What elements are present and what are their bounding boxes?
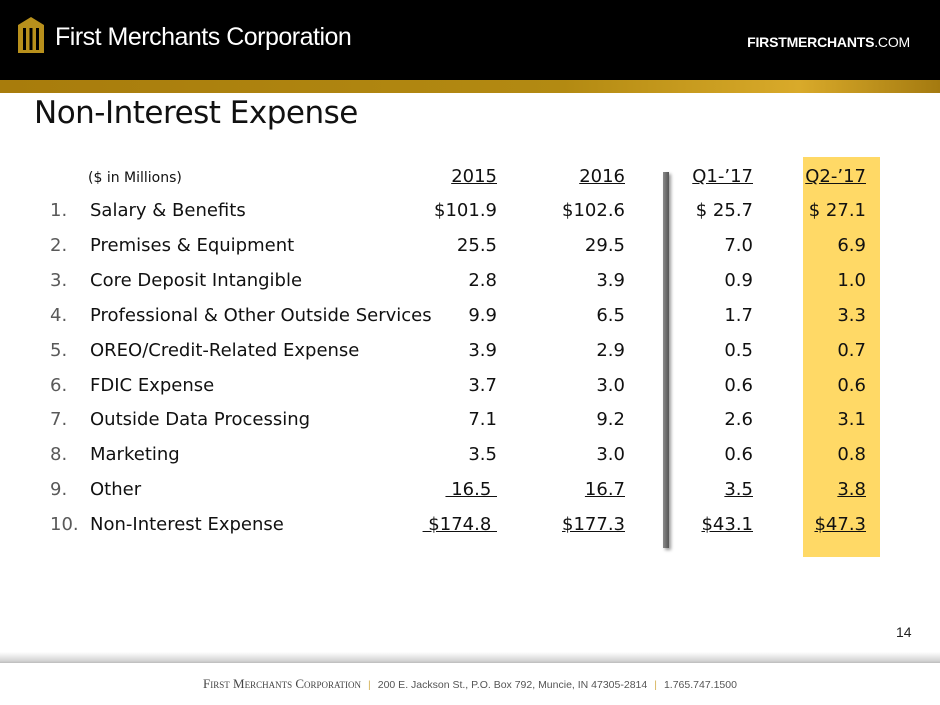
table-row: 10. Non-Interest Expense $174.8 $177.3 $43… xyxy=(0,514,940,544)
cell-value: $101.9 xyxy=(434,200,497,221)
table-row: 9. Other 16.5 16.7 3.5 3.8 xyxy=(0,479,940,509)
row-number: 9. xyxy=(50,479,68,501)
cell-value: $ 27.1 xyxy=(808,200,866,221)
cell-value: 3.8 xyxy=(837,479,866,501)
cell-value: 3.0 xyxy=(596,374,625,396)
footer: First Merchants Corporation | 200 E. Jacks… xyxy=(0,676,940,692)
cell-value: 7.0 xyxy=(724,234,753,256)
column-header: 2015 xyxy=(451,166,497,187)
footer-divider xyxy=(0,652,940,663)
logo-building-icon xyxy=(18,17,44,53)
cell-value: 2.6 xyxy=(724,409,753,431)
cell-value: 2.9 xyxy=(596,339,625,361)
column-header: 2016 xyxy=(579,166,625,187)
cell-value: 3.1 xyxy=(837,409,866,431)
table-row: 1. Salary & Benefits $101.9 $102.6 $ 25.7 $ 2… xyxy=(0,200,940,230)
row-number: 2. xyxy=(50,234,68,256)
cell-value: $ 25.7 xyxy=(695,200,753,221)
cell-value: 29.5 xyxy=(584,234,625,256)
q2-highlight-column xyxy=(803,157,880,557)
row-number: 3. xyxy=(50,269,68,291)
table-row: 6. FDIC Expense 3.7 3.0 0.6 0.6 xyxy=(0,375,940,405)
row-number: 5. xyxy=(50,339,68,361)
page-title: Non-Interest Expense xyxy=(34,95,358,131)
row-label: Professional & Other Outside Services xyxy=(90,304,432,326)
row-label: Premises & Equipment xyxy=(90,234,295,256)
row-number: 4. xyxy=(50,304,68,326)
table-row: 4. Professional & Other Outside Services 9… xyxy=(0,305,940,335)
row-label: OREO/Credit-Related Expense xyxy=(90,339,360,361)
cell-value: $102.6 xyxy=(562,200,625,221)
cell-value: 7.1 xyxy=(468,409,497,431)
header-bar: First Merchants Corporation FIRSTMERCHAN… xyxy=(0,0,940,80)
footer-separator: | xyxy=(368,679,371,691)
table-row: 2. Premises & Equipment 25.5 29.5 7.0 6.9 xyxy=(0,235,940,265)
cell-value: 9.9 xyxy=(468,304,497,326)
cell-value: 1.0 xyxy=(837,269,866,291)
column-header: Q1-’17 xyxy=(692,166,753,187)
cell-value: 0.7 xyxy=(837,339,866,361)
row-label: Core Deposit Intangible xyxy=(90,269,303,291)
cell-value: 3.5 xyxy=(724,479,753,501)
company-logo-text: First Merchants Corporation xyxy=(55,23,352,51)
row-number: 8. xyxy=(50,444,68,466)
cell-value: 0.6 xyxy=(724,444,753,466)
row-label: FDIC Expense xyxy=(90,374,215,396)
cell-value: 9.2 xyxy=(596,409,625,431)
table-row: 3. Core Deposit Intangible 2.8 3.9 0.9 1.0 xyxy=(0,270,940,300)
cell-value: 6.5 xyxy=(596,304,625,326)
gold-band xyxy=(0,80,940,93)
footer-address: 200 E. Jackson St., P.O. Box 792, Muncie… xyxy=(377,679,648,691)
cell-value: 2.8 xyxy=(468,269,497,291)
page-number: 14 xyxy=(896,624,912,640)
cell-value: 3.0 xyxy=(596,444,625,466)
cell-value: 1.7 xyxy=(724,304,753,326)
table-header: ($ in Millions) 2015 2016 Q1-’17 Q2-’17 xyxy=(0,166,940,196)
footer-company: First Merchants Corporation xyxy=(203,676,362,691)
footer-phone: 1.765.747.1500 xyxy=(663,679,737,691)
unit-label: ($ in Millions) xyxy=(88,170,182,186)
row-label: Other xyxy=(90,479,142,501)
row-number: 10. xyxy=(50,514,79,536)
column-divider xyxy=(663,172,669,548)
cell-value: 0.6 xyxy=(837,374,866,396)
website-link[interactable]: FIRSTMERCHANTS.COM xyxy=(747,34,910,50)
cell-value: 0.6 xyxy=(724,374,753,396)
site-rest: .COM xyxy=(874,34,910,50)
cell-value: 6.9 xyxy=(837,234,866,256)
cell-value: 3.7 xyxy=(468,374,497,396)
table-row: 5. OREO/Credit-Related Expense 3.9 2.9 0.5 0.… xyxy=(0,340,940,370)
cell-value: 3.3 xyxy=(837,304,866,326)
cell-value: $174.8 xyxy=(422,514,497,536)
cell-value: 3.9 xyxy=(596,269,625,291)
footer-separator: | xyxy=(654,679,657,691)
cell-value: $177.3 xyxy=(562,514,625,536)
cell-value: 0.8 xyxy=(837,444,866,466)
cell-value: 0.9 xyxy=(724,269,753,291)
cell-value: 3.5 xyxy=(468,444,497,466)
row-number: 6. xyxy=(50,374,68,396)
table-row: 8. Marketing 3.5 3.0 0.6 0.8 xyxy=(0,444,940,474)
column-header: Q2-’17 xyxy=(805,166,866,187)
cell-value: $47.3 xyxy=(814,514,866,536)
table-row: 7. Outside Data Processing 7.1 9.2 2.6 3.1 xyxy=(0,409,940,439)
row-number: 7. xyxy=(50,409,68,431)
row-label: Marketing xyxy=(90,444,180,466)
cell-value: 25.5 xyxy=(456,234,497,256)
row-label: Salary & Benefits xyxy=(90,200,246,221)
row-number: 1. xyxy=(50,200,68,221)
row-label: Outside Data Processing xyxy=(90,409,311,431)
cell-value: 16.5 xyxy=(445,479,497,501)
cell-value: 0.5 xyxy=(724,339,753,361)
cell-value: $43.1 xyxy=(701,514,753,536)
cell-value: 16.7 xyxy=(584,479,625,501)
site-bold: FIRSTMERCHANTS xyxy=(747,34,875,50)
cell-value: 3.9 xyxy=(468,339,497,361)
row-label: Non-Interest Expense xyxy=(90,514,284,536)
